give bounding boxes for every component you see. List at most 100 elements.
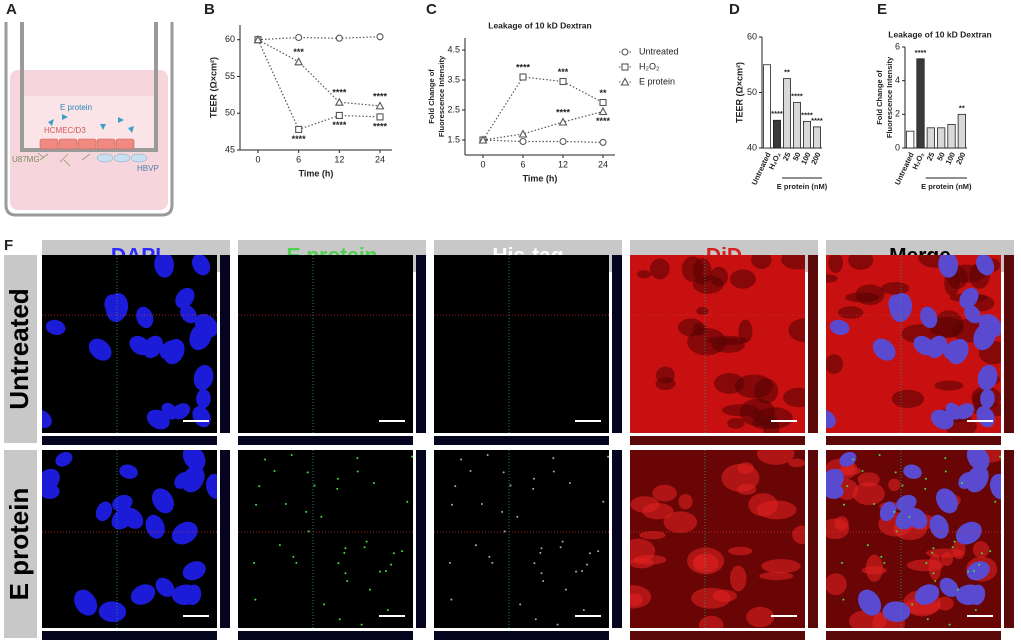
speck — [401, 550, 404, 553]
membrane-patch — [865, 554, 884, 582]
speck — [926, 618, 929, 621]
speck — [307, 530, 310, 533]
significance: **** — [516, 62, 531, 72]
speck — [356, 457, 359, 460]
x-tick-label: 0 — [255, 154, 260, 164]
speck — [861, 470, 864, 473]
speck — [450, 598, 453, 601]
speck — [509, 484, 512, 487]
speck — [336, 487, 339, 490]
legend-label: E protein — [639, 76, 675, 86]
bar — [813, 126, 822, 149]
bar — [803, 120, 812, 149]
series-line — [482, 76, 604, 141]
speck — [994, 500, 997, 503]
series-line — [257, 36, 381, 41]
bottom-projection — [434, 631, 609, 640]
image-content — [826, 450, 1001, 628]
speck — [474, 544, 477, 547]
speck — [944, 457, 947, 460]
nucleus — [955, 521, 982, 545]
significance: **** — [596, 116, 611, 126]
speck — [552, 470, 555, 473]
speck — [360, 623, 363, 626]
panel-label: D — [729, 1, 740, 18]
x-tick-label: 200 — [809, 151, 822, 166]
membrane-patch — [848, 255, 874, 270]
significance: **** — [292, 134, 307, 144]
speck — [278, 544, 281, 547]
nucleus — [182, 561, 206, 581]
speck — [842, 598, 845, 601]
membrane-patch — [781, 255, 805, 270]
nucleus — [193, 364, 214, 391]
speck — [320, 515, 323, 518]
y-tick-label: 40 — [747, 142, 757, 152]
nucleus — [936, 488, 958, 514]
image-bg — [238, 255, 413, 433]
nucleus — [888, 294, 906, 317]
diagram-label: HBVP — [137, 164, 159, 173]
speck — [967, 570, 970, 573]
membrane-patch — [756, 450, 795, 465]
bar — [916, 58, 925, 149]
speck — [843, 503, 846, 506]
x-tick-label: 25 — [781, 151, 793, 162]
membrane-patch — [650, 258, 670, 280]
micrograph — [630, 450, 818, 640]
speck — [568, 482, 571, 485]
speck — [392, 552, 395, 555]
micrograph — [630, 255, 818, 445]
speck — [532, 477, 535, 480]
membrane-patch — [746, 606, 775, 628]
y-tick-label: 60 — [747, 31, 757, 41]
significance: **** — [373, 121, 388, 131]
speck — [925, 562, 928, 565]
marker — [376, 113, 384, 121]
speck — [607, 455, 609, 458]
membrane-patch — [756, 500, 797, 520]
nucleus — [42, 409, 52, 429]
y-axis-label: Fold Change of — [427, 69, 436, 124]
nucleus — [121, 507, 144, 529]
speck — [390, 563, 393, 566]
y-tick-label: 50 — [747, 87, 757, 97]
membrane-patch — [855, 284, 885, 305]
well-wall — [4, 22, 174, 217]
micrograph — [42, 450, 230, 640]
speck — [344, 547, 347, 550]
membrane-patch — [826, 274, 838, 283]
nucleus — [879, 501, 897, 522]
nucleus — [975, 255, 995, 276]
speck — [305, 510, 308, 513]
legend-marker — [621, 63, 629, 71]
speck — [931, 551, 934, 554]
membrane-patch — [972, 541, 990, 558]
nucleus — [206, 473, 217, 500]
endothelial-cells — [39, 138, 135, 150]
membrane-patch — [729, 269, 756, 289]
membrane-patch — [848, 609, 887, 628]
speck — [480, 503, 483, 506]
speck — [532, 487, 535, 490]
speck — [502, 471, 505, 474]
membrane-patch — [783, 387, 805, 408]
membrane-patch — [826, 573, 847, 596]
speck — [384, 569, 387, 572]
speck — [372, 482, 375, 485]
nucleus — [146, 409, 170, 430]
speck — [866, 544, 869, 547]
nucleus — [858, 589, 882, 616]
speck — [561, 540, 564, 543]
bar — [763, 64, 772, 149]
series-line — [257, 39, 381, 107]
membrane-patch — [712, 589, 737, 602]
series-line — [482, 139, 604, 143]
nucleus — [74, 589, 98, 616]
speck — [356, 470, 359, 473]
speck — [386, 608, 389, 611]
speck — [597, 550, 600, 553]
nucleus — [104, 294, 122, 317]
nucleus — [882, 601, 911, 622]
x-tick-label: 6 — [520, 159, 525, 169]
